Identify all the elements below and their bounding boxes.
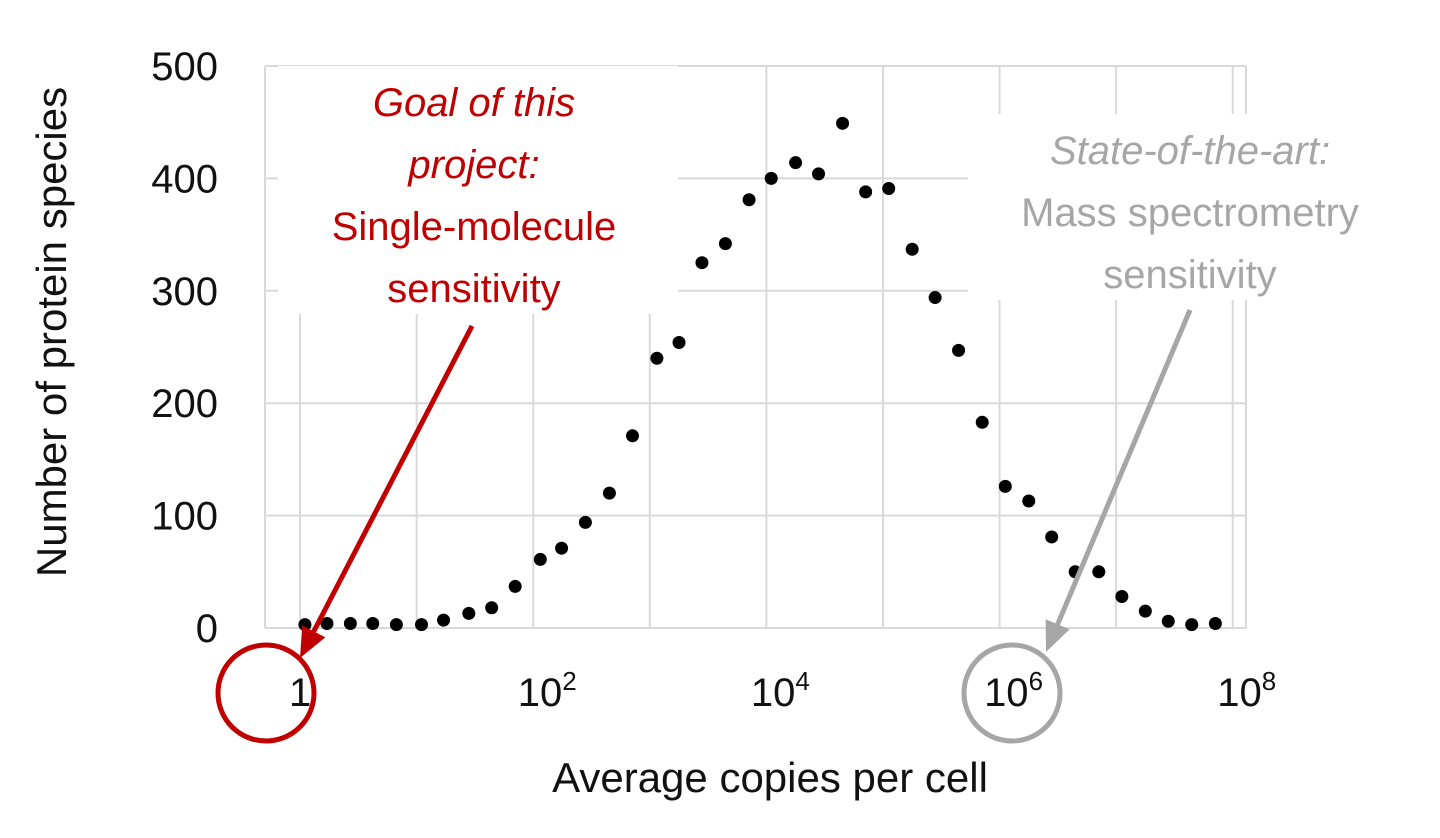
state-arrow-shaft (1055, 309, 1193, 626)
data-point (1185, 618, 1199, 632)
y-tick-400: 400 (151, 157, 218, 201)
data-point (789, 156, 803, 170)
y-tick-0: 0 (196, 607, 218, 651)
y-tick-500: 500 (151, 45, 218, 89)
data-point (764, 171, 778, 185)
data-point (882, 182, 896, 196)
state-arrow (1045, 309, 1193, 652)
state-annotation-box (968, 114, 1408, 300)
goal-line-2: project: (407, 143, 539, 187)
data-point (625, 429, 639, 443)
goal-circle (215, 642, 317, 744)
goal-annotation-box (278, 66, 678, 314)
data-point (695, 256, 709, 270)
goal-annotation: Goal of this project: Single-molecule se… (332, 81, 617, 311)
y-tick-200: 200 (151, 382, 218, 426)
data-point (1208, 617, 1222, 631)
data-point (1161, 614, 1175, 628)
data-point (975, 415, 989, 429)
state-arrow-head (1045, 619, 1070, 652)
data-point (602, 486, 616, 500)
y-axis-title: Number of protein species (28, 87, 75, 577)
data-point (389, 618, 403, 632)
x-axis-title: Average copies per cell (552, 754, 988, 801)
data-point (1115, 590, 1129, 604)
state-line-3: sensitivity (1103, 253, 1276, 297)
data-point (718, 237, 732, 251)
data-point (485, 601, 499, 615)
x-tick-labels: 1 102 104 106 108 (289, 666, 1276, 715)
data-point (952, 343, 966, 357)
data-point (366, 617, 380, 631)
y-tick-300: 300 (151, 270, 218, 314)
data-point (1022, 494, 1036, 508)
data-point (812, 167, 826, 181)
data-point (343, 617, 357, 631)
state-line-1: State-of-the-art: (1050, 129, 1330, 173)
x-tick-1e8: 108 (1217, 666, 1276, 715)
data-point (298, 618, 312, 632)
goal-arrow (300, 324, 475, 658)
goal-arrow-head (300, 625, 326, 658)
data-point (859, 185, 873, 199)
data-point (672, 336, 686, 350)
y-tick-labels: 0 100 200 300 400 500 (151, 45, 218, 651)
goal-line-4: sensitivity (387, 267, 560, 311)
state-line-2: Mass spectrometry (1021, 191, 1359, 235)
data-point (742, 193, 756, 207)
data-point (414, 618, 428, 632)
data-point (320, 617, 334, 631)
goal-arrow-shaft (311, 324, 475, 633)
data-point (836, 116, 850, 130)
annotation-arrows (300, 309, 1193, 658)
data-point (1138, 604, 1152, 618)
data-point (928, 291, 942, 305)
data-point (650, 351, 664, 365)
data-point (555, 541, 569, 555)
data-point (1045, 530, 1059, 544)
state-circle (961, 642, 1063, 744)
goal-line-3: Single-molecule (332, 205, 617, 249)
data-point (578, 515, 592, 529)
data-point (533, 552, 547, 566)
data-point (1092, 565, 1106, 579)
goal-line-1: Goal of this (373, 81, 575, 125)
data-point (998, 479, 1012, 493)
data-points (298, 116, 1222, 632)
data-point (508, 579, 522, 593)
x-tick-1: 1 (289, 671, 311, 715)
x-tick-1e6: 106 (984, 666, 1043, 715)
data-point (462, 606, 476, 620)
data-point (905, 242, 919, 256)
state-annotation: State-of-the-art: Mass spectrometry sens… (1021, 129, 1359, 297)
x-tick-1e2: 102 (518, 666, 577, 715)
x-tick-1e4: 104 (751, 666, 810, 715)
data-point (437, 613, 451, 627)
y-tick-100: 100 (151, 495, 218, 539)
